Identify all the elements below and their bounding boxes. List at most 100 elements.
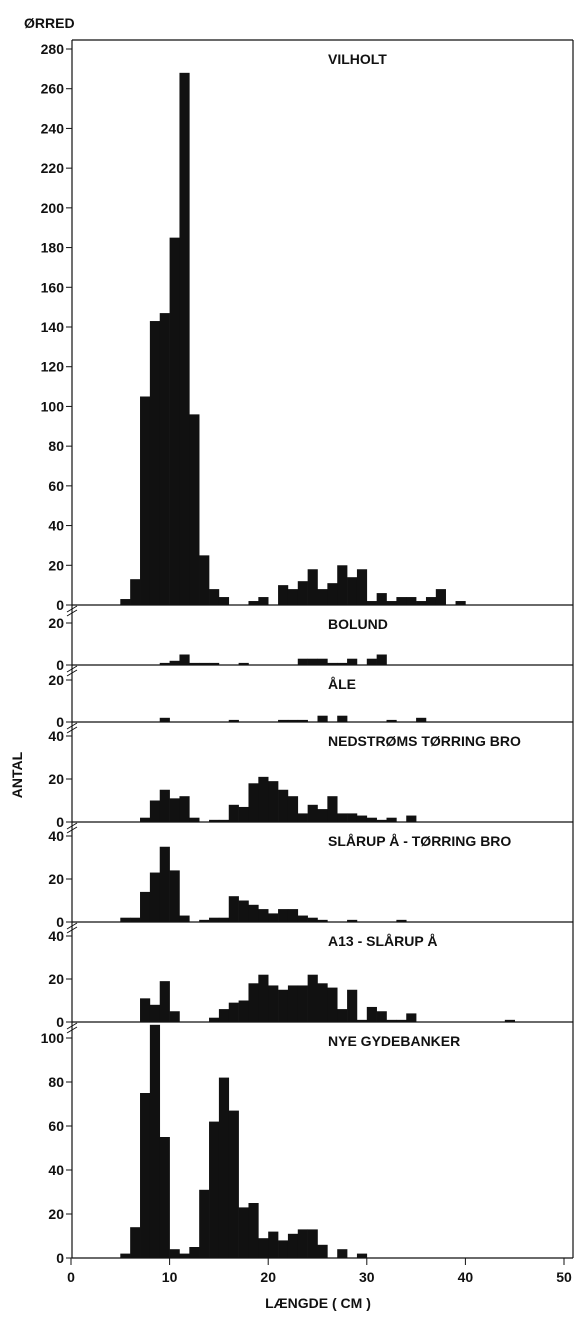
histogram-bar [159,846,170,922]
y-tick-label: 40 [48,728,64,744]
histogram-bar [287,909,299,922]
histogram-bar [149,1004,161,1022]
histogram-bar [307,974,318,1022]
histogram-bar [337,1249,348,1258]
histogram-bar [297,719,308,722]
histogram-bar [435,589,446,605]
histogram-bar [297,581,308,605]
y-tick-label: 20 [48,615,64,631]
y-tick-label: 180 [41,240,65,256]
histogram-bar [307,1229,318,1258]
histogram-bar [159,789,170,822]
y-axis-title: ANTAL [9,751,25,798]
axis-break-marker [66,665,78,677]
histogram-bar [297,985,308,1022]
histogram-bar [238,1207,249,1258]
histogram-bar [347,919,358,922]
histogram-bar [347,813,358,822]
y-tick-label: 0 [56,714,64,730]
histogram-bar [317,1244,328,1258]
histogram-bar [169,1011,180,1022]
histogram-bar [179,72,190,606]
histogram-bar [140,998,151,1022]
histogram-bar [268,1231,279,1258]
histogram-bar [228,719,239,722]
x-tick-label: 10 [162,1269,178,1285]
histogram-bar [297,658,308,665]
histogram-bar [228,1002,239,1022]
histogram-bar [120,599,131,605]
histogram-bar [366,658,377,665]
histogram-bar [209,1017,220,1022]
histogram-bar [366,1006,377,1022]
histogram-bar [189,414,200,605]
histogram-bar [159,662,170,665]
x-tick-label: 0 [67,1269,75,1285]
histogram-bar [209,819,220,822]
panel-title: NYE GYDEBANKER [328,1033,460,1049]
y-tick-label: 80 [48,1074,64,1090]
y-tick-label: 100 [41,1030,65,1046]
panel-title: VILHOLT [328,51,387,67]
histogram-bar [199,919,210,922]
y-tick-label: 20 [48,1206,64,1222]
histogram-bar [327,987,338,1022]
panel: 0 20 40 60 80 100 NYE GYDEBANKER [41,1022,574,1266]
histogram-bar [159,1137,170,1258]
axis-break-marker [66,1022,78,1034]
histogram-bar [238,900,249,922]
y-tick-label: 20 [48,672,64,688]
histogram-bar [199,1189,210,1258]
histogram-bar [317,658,328,665]
histogram-bar [149,800,161,822]
histogram-bar [169,870,180,922]
histogram-bar [278,789,289,822]
histogram-bar [209,589,220,605]
histogram-bar [169,237,180,605]
histogram-bar [159,981,170,1022]
histogram-bar [189,1247,200,1258]
histogram-bar [149,1024,161,1258]
x-tick-label: 20 [260,1269,276,1285]
histogram-bar [120,1253,131,1258]
histogram-bar [189,817,200,822]
histogram-bar [130,917,141,922]
histogram-bar [218,1009,230,1022]
histogram-bar [149,321,161,605]
panel-title: NEDSTRØMS TØRRING BRO [328,733,521,749]
histogram-bar [376,654,387,665]
y-tick-label: 20 [48,871,64,887]
histogram-bar [209,662,220,665]
y-tick-label: 60 [48,478,64,494]
histogram-bar [169,798,180,822]
histogram-bar [337,1009,348,1022]
histogram-bar [130,579,141,605]
histogram-bar [248,783,259,822]
y-tick-label: 100 [41,398,65,414]
y-tick-label: 240 [41,120,65,136]
histogram-bar [179,796,190,822]
histogram-bar [406,815,417,822]
histogram-bar [287,1233,299,1258]
y-tick-label: 0 [56,914,64,930]
histogram-bar [278,989,289,1022]
histogram-bar [159,313,170,605]
histogram-bar [258,597,269,605]
histogram-bar [366,601,377,605]
panel: 0 20 40 NEDSTRØMS TØRRING BRO [48,722,574,830]
histogram-bar [169,660,180,665]
histogram-bar [159,717,170,722]
histogram-bar [218,819,230,822]
y-tick-label: 60 [48,1118,64,1134]
histogram-bar [356,815,368,822]
histogram-bar [406,597,417,605]
histogram-bar [347,658,358,665]
histogram-bar [327,796,338,822]
histogram-bar [278,1240,289,1258]
y-tick-label: 40 [48,1162,64,1178]
histogram-bar [386,817,397,822]
histogram-bar [307,804,318,822]
histogram-bar [130,1227,141,1258]
histogram-bar [228,896,239,922]
histogram-bar [140,891,151,922]
